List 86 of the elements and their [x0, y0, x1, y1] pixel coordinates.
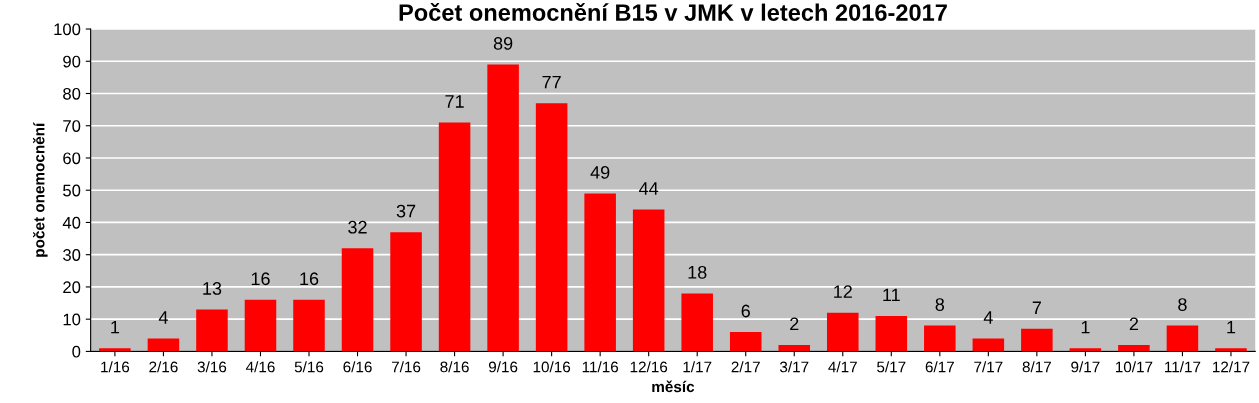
data-label: 11	[883, 288, 900, 302]
data-label: 1	[1081, 320, 1090, 334]
data-label: 8	[935, 298, 945, 311]
y-tick-label: 10	[63, 313, 81, 326]
data-label: 44	[639, 182, 659, 195]
x-tick-label: 8/16	[440, 361, 469, 373]
x-tick-label: 5/17	[877, 361, 906, 373]
bar	[1069, 348, 1102, 352]
x-tick-label: 4/17	[828, 361, 857, 373]
data-label: 1	[1227, 320, 1236, 334]
data-label: 12	[834, 285, 852, 298]
x-tick-label: 4/16	[245, 361, 275, 373]
bar	[1166, 325, 1199, 352]
x-tick-label: 2/17	[731, 361, 760, 373]
data-label: 13	[203, 282, 222, 295]
data-label: 32	[348, 220, 367, 234]
bar	[827, 312, 859, 352]
y-tick-label: 40	[62, 216, 81, 229]
x-tick-label: 3/17	[779, 361, 809, 373]
data-label: 16	[300, 272, 319, 286]
bar	[147, 338, 180, 352]
data-label: 6	[741, 304, 750, 318]
bar	[972, 338, 1005, 352]
data-label: 37	[396, 204, 416, 218]
data-label: 77	[542, 75, 561, 89]
data-label: 4	[983, 311, 993, 324]
x-tick-label: 9/16	[488, 361, 518, 373]
x-tick-label: 3/16	[197, 361, 227, 373]
x-tick-label: 12/17	[1213, 361, 1250, 373]
bar	[1215, 348, 1247, 352]
bar	[778, 344, 811, 352]
data-label: 16	[251, 272, 270, 286]
data-label: 18	[688, 265, 707, 279]
y-tick-label: 80	[63, 87, 81, 100]
y-tick-label: 60	[63, 152, 81, 165]
y-axis-title: počet onemocnění	[32, 122, 48, 257]
data-label: 89	[493, 37, 513, 50]
data-label: 2	[790, 317, 799, 331]
x-tick-label: 5/16	[294, 361, 324, 373]
bar	[487, 64, 519, 352]
bar	[1118, 344, 1150, 352]
bar	[584, 193, 616, 352]
data-label: 71	[445, 95, 464, 108]
x-tick-label: 6/16	[343, 361, 372, 373]
bar	[390, 232, 422, 352]
y-tick-label: 70	[63, 120, 81, 132]
x-tick-label: 12/16	[630, 361, 668, 373]
bar	[729, 332, 762, 352]
bar	[341, 248, 374, 352]
bar	[535, 103, 568, 352]
x-tick-label: 6/17	[925, 361, 954, 373]
bar	[293, 299, 325, 352]
bar	[681, 293, 713, 352]
x-tick-label: 10/17	[1115, 361, 1153, 373]
x-tick-label: 9/17	[1071, 361, 1100, 373]
data-label: 49	[590, 165, 610, 179]
x-tick-label: 7/16	[391, 361, 421, 373]
data-label: 1	[111, 320, 120, 334]
bar	[196, 309, 228, 352]
x-axis-title: měsíc	[652, 380, 695, 393]
x-tick-label: 1/17	[683, 361, 712, 373]
bar	[1021, 328, 1053, 352]
data-label: 7	[1032, 301, 1041, 314]
bar	[632, 209, 665, 352]
y-tick-label: 90	[63, 55, 81, 68]
chart-title: Počet onemocnění B15 v JMK v letech 2016-2017	[399, 3, 947, 21]
y-tick-label: 30	[63, 249, 81, 261]
x-tick-label: 2/16	[149, 361, 178, 373]
y-tick-label: 50	[63, 184, 81, 197]
bar	[99, 348, 131, 352]
x-tick-label: 10/16	[533, 361, 571, 373]
y-tick-label: 20	[63, 281, 81, 294]
x-tick-label: 11/16	[582, 361, 619, 373]
bar	[244, 299, 277, 352]
y-tick-label: 100	[54, 23, 81, 36]
x-tick-label: 8/17	[1022, 361, 1051, 373]
y-tick-label: 0	[72, 345, 81, 358]
bar	[438, 122, 471, 352]
x-tick-label: 1/16	[101, 361, 130, 373]
data-label: 2	[1129, 317, 1139, 331]
data-label: 8	[1178, 298, 1187, 311]
x-tick-label: 11/17	[1165, 361, 1201, 373]
data-label: 4	[158, 311, 168, 324]
bar	[875, 315, 908, 352]
x-tick-label: 7/17	[974, 361, 1003, 373]
bar	[924, 325, 956, 352]
